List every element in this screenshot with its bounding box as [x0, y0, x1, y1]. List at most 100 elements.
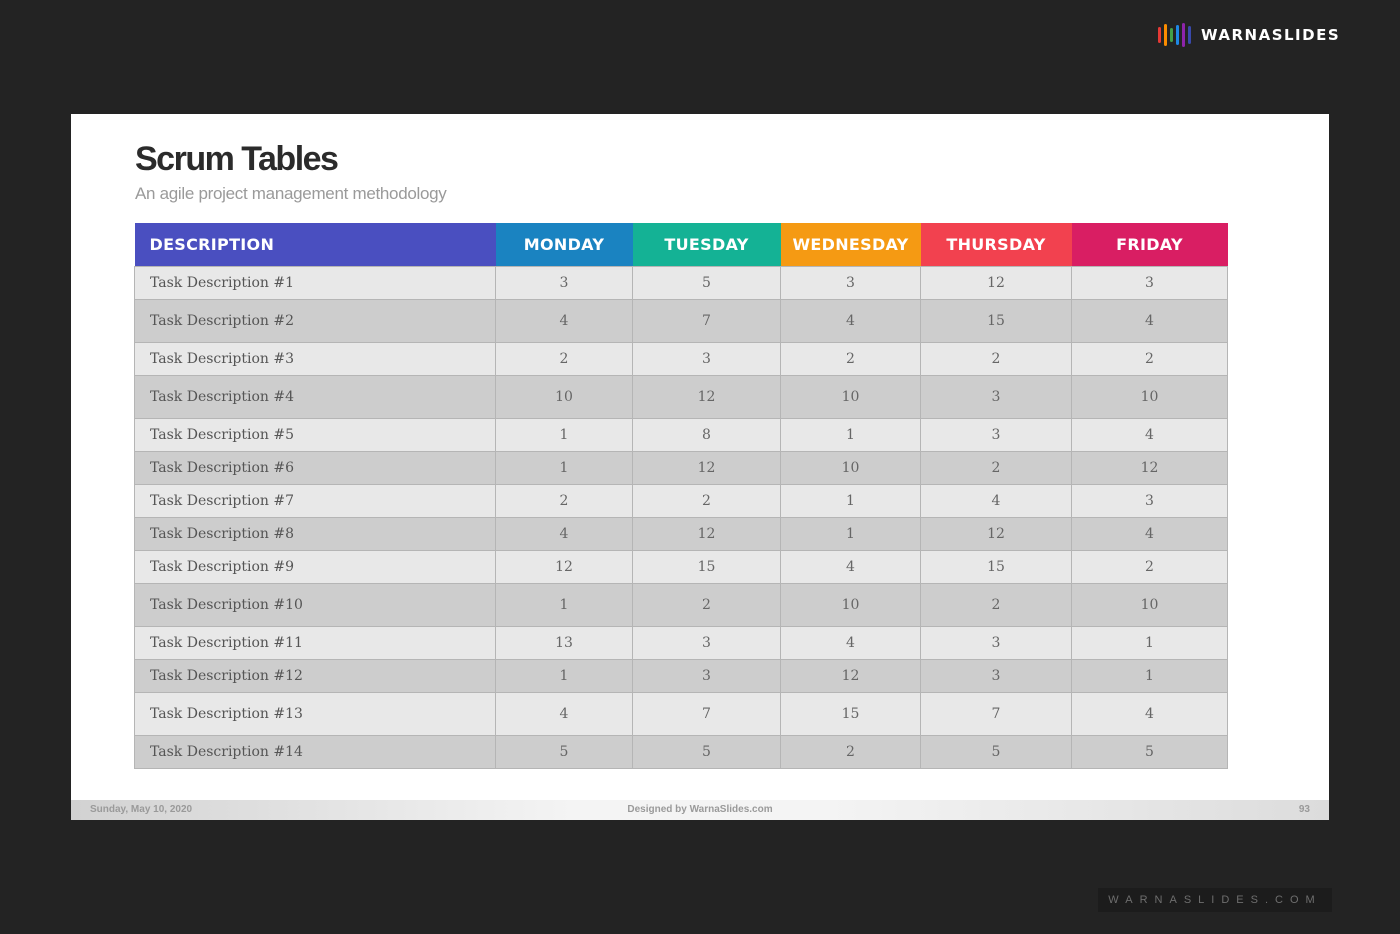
header-monday: MONDAY — [495, 223, 633, 267]
value-cell: 2 — [920, 583, 1072, 627]
table-row: Task Description #6 1 12 10 2 12 — [134, 451, 1228, 485]
table-row: Task Description #1 3 5 3 12 3 — [134, 266, 1228, 300]
value-cell: 10 — [1071, 375, 1228, 419]
table-row: Task Description #14 5 5 2 5 5 — [134, 735, 1228, 769]
value-cell: 4 — [780, 626, 921, 660]
task-description-cell: Task Description #12 — [134, 659, 496, 693]
task-description-cell: Task Description #8 — [134, 517, 496, 551]
table-row: Task Description #5 1 8 1 3 4 — [134, 418, 1228, 452]
value-cell: 2 — [1071, 550, 1228, 584]
header-thursday: THURSDAY — [920, 223, 1072, 267]
header-friday: FRIDAY — [1071, 223, 1228, 267]
header-tuesday: TUESDAY — [632, 223, 781, 267]
value-cell: 4 — [1071, 692, 1228, 736]
value-cell: 3 — [632, 659, 781, 693]
value-cell: 3 — [632, 626, 781, 660]
value-cell: 12 — [632, 517, 781, 551]
value-cell: 2 — [920, 451, 1072, 485]
slide-subtitle: An agile project management methodology — [135, 184, 447, 203]
value-cell: 10 — [1071, 583, 1228, 627]
value-cell: 1 — [495, 659, 633, 693]
watermark: WARNASLIDES.COM — [1098, 888, 1332, 912]
value-cell: 2 — [632, 484, 781, 518]
value-cell: 3 — [920, 375, 1072, 419]
brand-bar — [1170, 28, 1173, 42]
brand-bar — [1176, 25, 1179, 45]
brand-bar — [1188, 26, 1191, 44]
value-cell: 4 — [780, 550, 921, 584]
value-cell: 3 — [920, 626, 1072, 660]
value-cell: 2 — [495, 342, 633, 376]
value-cell: 12 — [1071, 451, 1228, 485]
value-cell: 12 — [780, 659, 921, 693]
value-cell: 1 — [780, 517, 921, 551]
value-cell: 15 — [920, 299, 1072, 343]
value-cell: 3 — [632, 342, 781, 376]
task-description-cell: Task Description #6 — [134, 451, 496, 485]
task-description-cell: Task Description #5 — [134, 418, 496, 452]
value-cell: 5 — [632, 266, 781, 300]
footer-page-number: 93 — [1298, 804, 1310, 815]
table-row: Task Description #8 4 12 1 12 4 — [134, 517, 1228, 551]
header-description: DESCRIPTION — [134, 223, 496, 267]
value-cell: 10 — [780, 451, 921, 485]
table-row: Task Description #12 1 3 12 3 1 — [134, 659, 1228, 693]
value-cell: 2 — [780, 735, 921, 769]
brand-bar — [1158, 27, 1161, 43]
value-cell: 2 — [780, 342, 921, 376]
task-description-cell: Task Description #2 — [134, 299, 496, 343]
value-cell: 8 — [632, 418, 781, 452]
task-description-cell: Task Description #4 — [134, 375, 496, 419]
table-row: Task Description #11 13 3 4 3 1 — [134, 626, 1228, 660]
brand-bar — [1182, 23, 1185, 47]
value-cell: 15 — [920, 550, 1072, 584]
value-cell: 5 — [1071, 735, 1228, 769]
brand-bars-icon — [1158, 22, 1191, 48]
header-wednesday: WEDNESDAY — [780, 223, 921, 267]
value-cell: 12 — [495, 550, 633, 584]
footer-credit: Designed by WarnaSlides.com — [627, 804, 773, 815]
value-cell: 3 — [1071, 484, 1228, 518]
value-cell: 5 — [495, 735, 633, 769]
slide-footer: Sunday, May 10, 2020 Designed by WarnaSl… — [71, 800, 1329, 820]
value-cell: 7 — [632, 299, 781, 343]
value-cell: 1 — [495, 583, 633, 627]
value-cell: 1 — [1071, 626, 1228, 660]
brand-bar — [1164, 24, 1167, 46]
value-cell: 12 — [920, 517, 1072, 551]
value-cell: 5 — [920, 735, 1072, 769]
value-cell: 4 — [1071, 299, 1228, 343]
value-cell: 12 — [920, 266, 1072, 300]
table-row: Task Description #4 10 12 10 3 10 — [134, 375, 1228, 419]
table-row: Task Description #10 1 2 10 2 10 — [134, 583, 1228, 627]
task-description-cell: Task Description #13 — [134, 692, 496, 736]
table-row: Task Description #7 2 2 1 4 3 — [134, 484, 1228, 518]
value-cell: 10 — [495, 375, 633, 419]
value-cell: 13 — [495, 626, 633, 660]
value-cell: 15 — [780, 692, 921, 736]
task-description-cell: Task Description #9 — [134, 550, 496, 584]
brand-logo: WARNASLIDES — [1158, 22, 1340, 48]
value-cell: 2 — [632, 583, 781, 627]
slide: Scrum Tables An agile project management… — [71, 114, 1329, 820]
value-cell: 10 — [780, 583, 921, 627]
scrum-table: DESCRIPTION MONDAY TUESDAY WEDNESDAY THURSDA… — [134, 223, 1228, 769]
footer-date: Sunday, May 10, 2020 — [90, 804, 193, 815]
value-cell: 4 — [920, 484, 1072, 518]
value-cell: 4 — [780, 299, 921, 343]
value-cell: 15 — [632, 550, 781, 584]
value-cell: 3 — [495, 266, 633, 300]
value-cell: 5 — [632, 735, 781, 769]
table-header-row: DESCRIPTION MONDAY TUESDAY WEDNESDAY THURSDA… — [134, 223, 1228, 267]
value-cell: 12 — [632, 451, 781, 485]
slide-title: Scrum Tables — [135, 140, 339, 178]
value-cell: 3 — [920, 659, 1072, 693]
task-description-cell: Task Description #7 — [134, 484, 496, 518]
table-row: Task Description #2 4 7 4 15 4 — [134, 299, 1228, 343]
value-cell: 1 — [1071, 659, 1228, 693]
value-cell: 4 — [495, 299, 633, 343]
value-cell: 1 — [495, 418, 633, 452]
table-row: Task Description #9 12 15 4 15 2 — [134, 550, 1228, 584]
value-cell: 3 — [780, 266, 921, 300]
value-cell: 7 — [632, 692, 781, 736]
